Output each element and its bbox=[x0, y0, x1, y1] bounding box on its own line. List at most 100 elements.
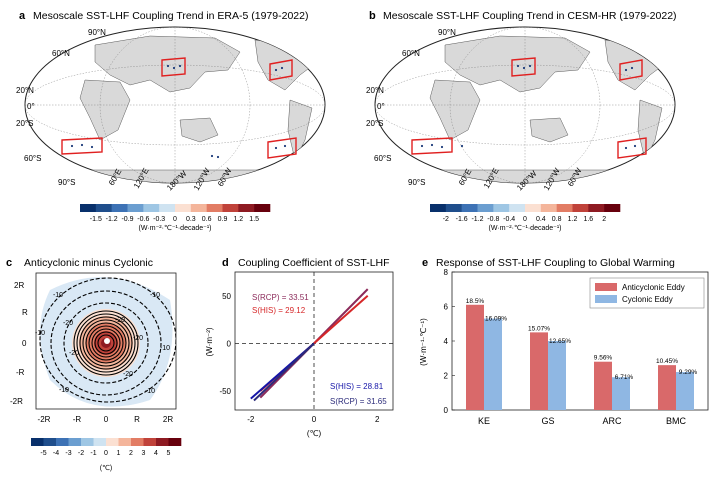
colorbar-b-swatch bbox=[525, 204, 542, 212]
panel-e-title: Response of SST-LHF Coupling to Global W… bbox=[436, 257, 675, 269]
y-tick: 0 bbox=[227, 339, 232, 348]
colorbar-c-tick: -5 bbox=[40, 450, 46, 457]
map-a bbox=[24, 26, 326, 184]
lat-label: 90°S bbox=[58, 178, 75, 187]
series-label: S(RCP) = 31.65 bbox=[330, 397, 387, 406]
colorbar-b-swatch bbox=[461, 204, 478, 212]
colorbar-b-tick: 2 bbox=[602, 216, 606, 223]
lat-label: 60°S bbox=[374, 154, 391, 163]
y-tick: -R bbox=[16, 368, 25, 377]
panel-b-title: Mesoscale SST-LHF Coupling Trend in CESM… bbox=[383, 10, 677, 22]
lat-label: 90°N bbox=[438, 28, 456, 37]
colorbar-b-swatch bbox=[509, 204, 526, 212]
panel-d-xlabel: (℃) bbox=[307, 429, 322, 438]
y-tick: 2R bbox=[14, 281, 24, 290]
colorbar-b-tick: -1.2 bbox=[471, 216, 483, 223]
colorbar-a-swatch bbox=[143, 204, 160, 212]
bar bbox=[676, 372, 694, 410]
contour-label: -20 bbox=[63, 320, 73, 327]
contour-label: -20 bbox=[133, 335, 143, 342]
legend-swatch bbox=[595, 283, 617, 291]
panel-b: b Mesoscale SST-LHF Coupling Trend in CE… bbox=[366, 10, 677, 232]
contour-label: -10 bbox=[59, 387, 69, 394]
colorbar-a-swatch bbox=[254, 204, 271, 212]
lat-label: 60°N bbox=[402, 49, 420, 58]
contour-label: -10 bbox=[150, 292, 160, 299]
panel-a: a Mesoscale SST-LHF Coupling Trend in ER… bbox=[16, 10, 326, 232]
region-boxes-b bbox=[411, 57, 647, 159]
y-tick: 0 bbox=[444, 406, 449, 415]
panel-c: c Anticyclonic minus Cyclonic -10 -10-10-… bbox=[6, 257, 182, 472]
panel-d-ylabel: (W·m⁻²) bbox=[205, 327, 214, 356]
continent-asia-europe bbox=[444, 35, 591, 93]
bar bbox=[594, 361, 612, 410]
lat-label: 20°S bbox=[366, 119, 383, 128]
continent-africa bbox=[429, 79, 481, 141]
colorbar-b-tick: 0 bbox=[523, 216, 527, 223]
colorbar-c-swatch bbox=[93, 438, 107, 446]
colorbar-b-swatch bbox=[430, 204, 447, 212]
colorbar-c: -5 -4 -3 -2 -1 0 1 2 3 4 5 bbox=[31, 438, 182, 457]
colorbar-a-tick: -0.3 bbox=[153, 216, 165, 223]
lat-label: 20°N bbox=[366, 86, 384, 95]
category-label: KE bbox=[478, 416, 490, 426]
map-b-lat-labels: 90°N 60°N 20°N 0° 20°S 60°S 90°S bbox=[366, 28, 456, 187]
panel-e-ylabel: (W·m⁻¹·℃⁻¹) bbox=[419, 318, 428, 366]
contour-label: -20 bbox=[115, 317, 125, 324]
x-tick: 0 bbox=[312, 415, 317, 424]
colorbar-b-swatch bbox=[556, 204, 573, 212]
bar bbox=[658, 365, 676, 410]
category-label: ARC bbox=[602, 416, 622, 426]
colorbar-a: -1.5 -1.2 -0.9 -0.6 -0.3 0 0.3 0.6 0.9 1.2 1.5 bbox=[80, 204, 271, 223]
panel-e: e Response of SST-LHF Coupling to Global… bbox=[419, 257, 709, 426]
continent-africa bbox=[79, 79, 131, 141]
map-a-lat-labels: 90°N 60°N 20°N 0° 20°S 60°S 90°S bbox=[16, 28, 106, 187]
panel-c-letter: c bbox=[6, 257, 12, 269]
colorbar-b-swatch bbox=[588, 204, 605, 212]
bar-value-label: 10.45% bbox=[656, 358, 678, 365]
colorbar-a-swatch bbox=[222, 204, 239, 212]
category-label: GS bbox=[541, 416, 554, 426]
y-tick: 50 bbox=[222, 292, 231, 301]
bar bbox=[612, 377, 630, 410]
colorbar-c-tick: 2 bbox=[129, 450, 133, 457]
map-b bbox=[374, 26, 676, 184]
legend-swatch bbox=[595, 295, 617, 303]
colorbar-c-swatch bbox=[56, 438, 69, 446]
contour-labels: -10 -10 -10 -20 -10 -20 -20 -20 -10 -10 -20 bbox=[35, 292, 170, 395]
x-tick: -R bbox=[73, 415, 82, 424]
x-tick: 2R bbox=[163, 415, 173, 424]
series-label: S(HIS) = 28.81 bbox=[330, 382, 384, 391]
panel-a-letter: a bbox=[19, 10, 26, 22]
colorbar-c-tick: -3 bbox=[65, 450, 71, 457]
lat-label: 20°S bbox=[16, 119, 33, 128]
colorbar-b-tick: -2 bbox=[443, 216, 449, 223]
bar-value-label: 15.07% bbox=[528, 325, 550, 332]
panel-d-title: Coupling Coefficient of SST-LHF bbox=[238, 257, 390, 269]
colorbar-a-tick: 1.5 bbox=[249, 216, 259, 223]
colorbar-a-tick: -1.5 bbox=[90, 216, 102, 223]
contour-label: -10 bbox=[160, 345, 170, 352]
colorbar-c-tick: -4 bbox=[53, 450, 59, 457]
colorbar-a-tick: 0.6 bbox=[202, 216, 212, 223]
lat-label: 20°N bbox=[16, 86, 34, 95]
colorbar-c-swatch bbox=[68, 438, 82, 446]
legend-label: Cyclonic Eddy bbox=[622, 295, 673, 304]
colorbar-a-tick: 0 bbox=[173, 216, 177, 223]
colorbar-b-swatch bbox=[493, 204, 510, 212]
colorbar-c-tick: 3 bbox=[142, 450, 146, 457]
colorbar-a-swatch bbox=[111, 204, 128, 212]
colorbar-a-tick: 1.2 bbox=[233, 216, 243, 223]
colorbar-b: -2 -1.6 -1.2 -0.8 -0.4 0 0.4 0.8 1.2 1.6 2 bbox=[430, 204, 621, 223]
colorbar-a-swatch bbox=[95, 204, 112, 212]
bar bbox=[548, 341, 566, 410]
colorbar-b-tick: 1.2 bbox=[568, 216, 578, 223]
colorbar-b-swatch bbox=[477, 204, 494, 212]
colorbar-b-tick: -1.6 bbox=[456, 216, 468, 223]
colorbar-a-tick: -1.2 bbox=[106, 216, 118, 223]
x-tick: R bbox=[134, 415, 140, 424]
colorbar-c-swatch bbox=[106, 438, 119, 446]
lat-label: 90°S bbox=[408, 178, 425, 187]
series-line bbox=[253, 342, 315, 402]
panel-d-letter: d bbox=[222, 257, 229, 269]
